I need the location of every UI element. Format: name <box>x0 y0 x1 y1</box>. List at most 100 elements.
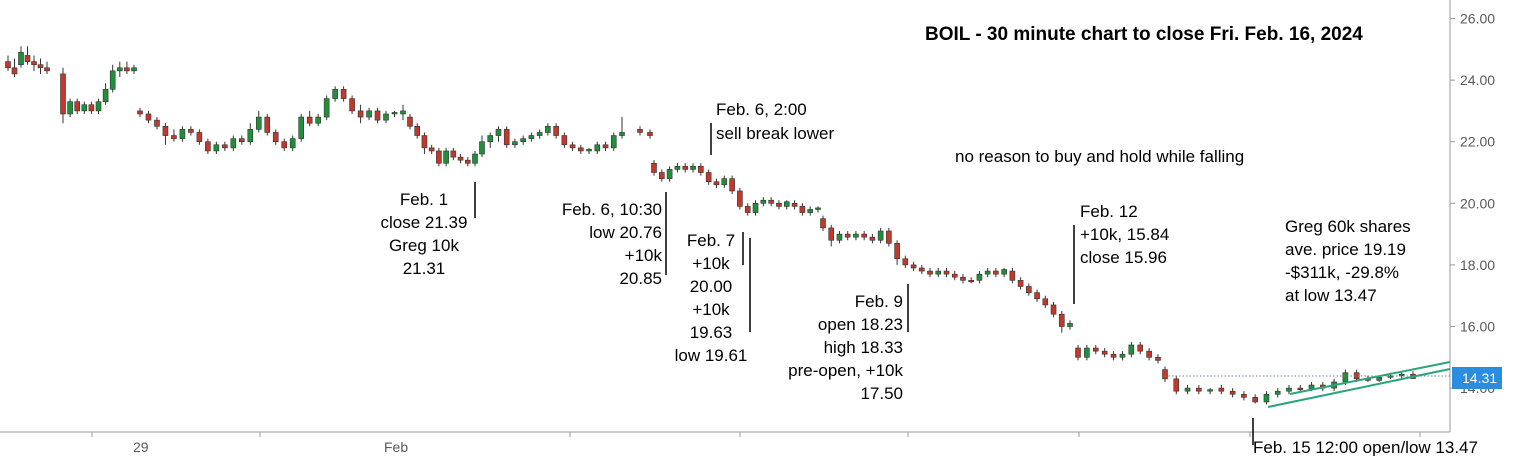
annotation: Feb. 6, 10:30 low 20.76 +10k 20.85 <box>562 192 667 288</box>
candle-body <box>1001 269 1007 275</box>
candle-body <box>528 135 535 139</box>
candle-body <box>744 206 751 213</box>
candle-body <box>1137 344 1144 352</box>
annotation-line: sell break lower <box>716 124 834 143</box>
annotation-line: pre-open, +10k <box>788 361 903 380</box>
candle-body <box>281 141 288 149</box>
candle-body <box>536 132 543 136</box>
candle-body <box>861 233 867 238</box>
price-tick-label: 16.00 <box>1460 319 1495 335</box>
candle-body <box>213 144 220 152</box>
candle-body <box>18 52 24 66</box>
candle-body <box>230 138 237 149</box>
candle-body <box>1241 393 1247 398</box>
candle-body <box>487 135 494 142</box>
candle-body <box>910 264 917 269</box>
candle-body <box>272 132 279 143</box>
candle-body <box>776 203 782 207</box>
candle-body <box>503 129 510 146</box>
candle-body <box>545 126 551 133</box>
candle-body <box>109 70 116 90</box>
annotation-line: Greg 60k shares <box>1285 217 1411 236</box>
annotation-line: +10k, 15.84 <box>1080 225 1169 244</box>
candle-body <box>1110 353 1117 358</box>
annotation-line: Feb. 6, 2:00 <box>716 100 807 119</box>
candle-body <box>1162 369 1168 380</box>
candle-body <box>1075 347 1081 358</box>
candle-body <box>791 203 798 207</box>
candle-body <box>495 129 502 136</box>
candle-body <box>651 162 657 173</box>
annotation-line: 20.85 <box>619 269 662 288</box>
annotation-line: 20.00 <box>690 277 733 296</box>
candle-body <box>1067 323 1073 327</box>
annotation-line: +10k <box>692 254 730 273</box>
candle-body <box>391 112 398 115</box>
trendline-lower <box>1267 368 1451 408</box>
annotation-line: at low 13.47 <box>1285 286 1377 305</box>
candle-body <box>24 55 31 62</box>
candle-body <box>472 153 478 164</box>
candle-body <box>520 138 526 142</box>
candle-body <box>315 116 321 124</box>
candle-body <box>637 129 643 133</box>
candle-body <box>1173 378 1180 392</box>
candle-body <box>698 166 704 173</box>
candle-body <box>479 141 485 155</box>
candle-body <box>357 110 364 118</box>
candle-body <box>877 230 884 241</box>
candle-body <box>918 267 925 272</box>
candle-body <box>1218 387 1225 392</box>
candle-body <box>421 135 428 149</box>
candle-body <box>594 144 601 152</box>
last-price-badge: 14.31 <box>1452 367 1502 389</box>
candle-body <box>450 150 457 158</box>
annotation-line: 19.63 <box>690 323 733 342</box>
candle-body <box>1058 313 1065 327</box>
candle-body <box>820 218 826 229</box>
candle-body <box>705 172 712 183</box>
candle-body <box>137 110 143 115</box>
candle-body <box>602 144 609 149</box>
candle-body <box>1207 389 1213 392</box>
candle-body <box>162 126 169 136</box>
candle-body <box>443 150 449 164</box>
candle-body <box>117 67 123 72</box>
candle-body <box>815 207 821 210</box>
candle-body <box>436 150 442 164</box>
candle-body <box>1084 347 1090 358</box>
candle-body <box>102 89 109 102</box>
candle-body <box>1146 350 1152 358</box>
candle-body <box>1196 387 1202 392</box>
candle-body <box>828 227 835 241</box>
candle-body <box>729 178 735 192</box>
candle-body <box>11 67 18 75</box>
candle-body <box>457 156 464 161</box>
candle-body <box>1286 387 1292 392</box>
annotation-line: Feb. 12 <box>1080 202 1138 221</box>
candle-body <box>349 98 355 112</box>
candle-body <box>5 61 11 69</box>
candle-body <box>239 138 245 142</box>
candle-body <box>1017 279 1024 287</box>
candle-body <box>578 147 584 152</box>
candle-body <box>1155 356 1161 361</box>
candle-body <box>31 61 37 65</box>
candle-body <box>1128 344 1135 355</box>
candle-body <box>1342 372 1349 383</box>
candle-body <box>205 141 211 152</box>
candle-body <box>1009 270 1016 281</box>
candle-body <box>976 273 983 281</box>
candle-body <box>682 166 689 170</box>
candle-body <box>666 169 673 179</box>
candle-body <box>1034 292 1040 300</box>
annotation-line: low 19.61 <box>675 346 748 365</box>
candles <box>5 46 1416 405</box>
annotation: Feb. 6, 2:00 sell break lower <box>710 100 834 155</box>
candle-body <box>247 129 254 143</box>
candle-body <box>659 172 665 179</box>
candle-body <box>512 141 518 146</box>
candle-body <box>428 147 435 152</box>
candle-body <box>383 113 389 121</box>
annotation-line: ave. price 19.19 <box>1285 240 1406 259</box>
